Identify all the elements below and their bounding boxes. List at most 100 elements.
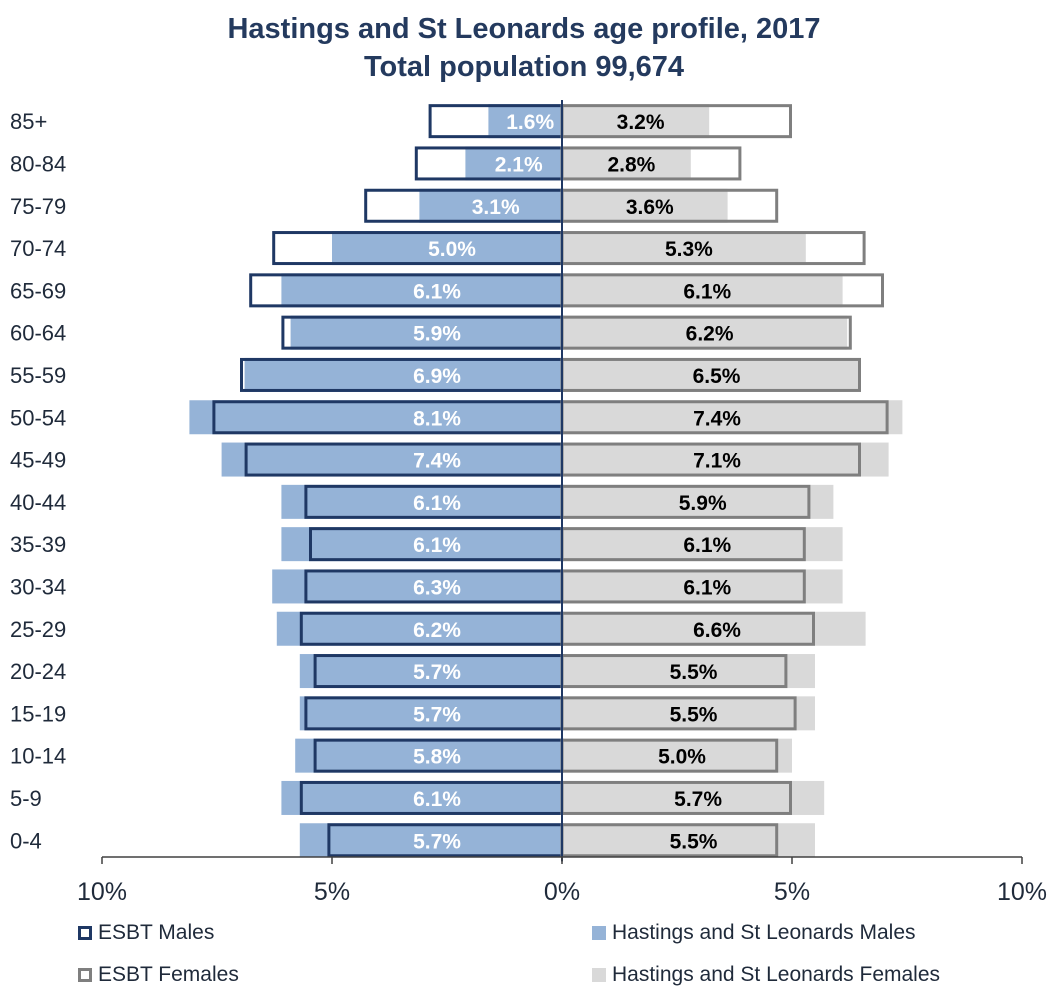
data-label-males-35-39: 6.1% — [413, 534, 461, 557]
bar-hsl-males-10-14 — [295, 738, 562, 773]
category-label-75-79: 75-79 — [10, 194, 66, 219]
x-tick-label: 5% — [774, 878, 810, 906]
data-label-females-80-84: 2.8% — [607, 153, 655, 176]
data-label-females-5-9: 5.7% — [674, 788, 722, 811]
data-label-males-75-79: 3.1% — [472, 196, 520, 219]
legend-item: ESBT Females — [78, 963, 239, 987]
bar-hsl-males-45-49 — [221, 442, 562, 477]
data-label-females-35-39: 6.1% — [683, 534, 731, 557]
bar-hsl-females-5-9 — [562, 780, 825, 815]
legend-swatch — [78, 968, 92, 982]
bar-hsl-males-0-4 — [299, 823, 562, 858]
legend-swatch — [592, 968, 606, 982]
data-label-females-0-4: 5.5% — [670, 830, 718, 853]
data-label-males-20-24: 5.7% — [413, 661, 461, 684]
category-label-40-44: 40-44 — [10, 490, 66, 515]
category-label-65-69: 65-69 — [10, 278, 66, 303]
data-label-females-50-54: 7.4% — [693, 407, 741, 430]
data-label-males-5-9: 6.1% — [413, 788, 461, 811]
bar-hsl-females-85+ — [562, 104, 710, 139]
data-label-males-25-29: 6.2% — [413, 619, 461, 642]
bar-hsl-males-75-79 — [419, 188, 562, 223]
category-label-50-54: 50-54 — [10, 405, 66, 430]
data-label-females-70-74: 5.3% — [665, 238, 713, 261]
category-label-35-39: 35-39 — [10, 532, 66, 557]
bar-hsl-females-15-19 — [562, 696, 815, 731]
legend-swatch — [592, 926, 606, 940]
bar-hsl-males-65-69 — [281, 273, 562, 308]
bar-hsl-females-65-69 — [562, 273, 843, 308]
bar-hsl-females-0-4 — [562, 823, 815, 858]
bar-hsl-females-50-54 — [562, 400, 903, 435]
bar-hsl-females-45-49 — [562, 442, 889, 477]
data-label-males-70-74: 5.0% — [428, 238, 476, 261]
data-label-females-20-24: 5.5% — [670, 661, 718, 684]
data-label-females-75-79: 3.6% — [626, 196, 674, 219]
legend-item: ESBT Males — [78, 921, 214, 945]
bar-hsl-males-60-64 — [290, 315, 562, 350]
legend-label: ESBT Males — [98, 921, 215, 944]
data-label-males-30-34: 6.3% — [413, 576, 461, 599]
bar-hsl-females-80-84 — [562, 146, 691, 181]
data-label-males-85+: 1.6% — [506, 111, 554, 134]
legend-item: Hastings and St Leonards Males — [592, 921, 916, 945]
bar-hsl-males-20-24 — [299, 654, 562, 689]
bar-hsl-females-30-34 — [562, 569, 843, 604]
data-label-males-65-69: 6.1% — [413, 280, 461, 303]
category-label-25-29: 25-29 — [10, 617, 66, 642]
data-label-females-10-14: 5.0% — [658, 746, 706, 769]
bar-hsl-males-25-29 — [276, 611, 562, 646]
legend-item: Hastings and St Leonards Females — [592, 963, 940, 987]
category-label-5-9: 5-9 — [10, 786, 42, 811]
legend-label: ESBT Females — [98, 963, 239, 986]
legend-label: Hastings and St Leonards Females — [612, 963, 941, 986]
data-label-males-80-84: 2.1% — [495, 153, 543, 176]
chart-title: Hastings and St Leonards age profile, 20… — [227, 13, 821, 45]
bar-hsl-males-40-44 — [281, 484, 562, 519]
bar-hsl-males-80-84 — [465, 146, 562, 181]
data-label-females-15-19: 5.5% — [670, 703, 718, 726]
category-label-30-34: 30-34 — [10, 574, 66, 599]
data-label-females-25-29: 6.6% — [693, 619, 741, 642]
category-label-15-19: 15-19 — [10, 701, 66, 726]
data-label-females-45-49: 7.1% — [693, 450, 741, 473]
category-label-80-84: 80-84 — [10, 151, 66, 176]
bar-hsl-females-35-39 — [562, 527, 843, 562]
category-label-85+: 85+ — [10, 109, 47, 134]
bar-hsl-males-15-19 — [299, 696, 562, 731]
x-tick-label: 10% — [77, 878, 127, 906]
bar-hsl-females-55-59 — [562, 357, 861, 392]
bar-hsl-females-20-24 — [562, 654, 815, 689]
bar-hsl-males-30-34 — [272, 569, 562, 604]
data-label-females-30-34: 6.1% — [683, 576, 731, 599]
data-label-males-50-54: 8.1% — [413, 407, 461, 430]
data-label-females-60-64: 6.2% — [686, 323, 734, 346]
chart-subtitle: Total population 99,674 — [363, 51, 685, 83]
bar-hsl-males-35-39 — [281, 527, 562, 562]
category-label-55-59: 55-59 — [10, 363, 66, 388]
data-label-males-0-4: 5.7% — [413, 830, 461, 853]
x-tick-label: 10% — [997, 878, 1047, 906]
data-label-females-85+: 3.2% — [617, 111, 665, 134]
bar-hsl-males-70-74 — [332, 231, 562, 266]
data-label-males-10-14: 5.8% — [413, 746, 461, 769]
data-label-males-45-49: 7.4% — [413, 450, 461, 473]
bar-hsl-females-10-14 — [562, 738, 792, 773]
bar-hsl-females-75-79 — [562, 188, 728, 223]
category-label-70-74: 70-74 — [10, 236, 66, 261]
bar-hsl-females-40-44 — [562, 484, 834, 519]
legend-swatch — [78, 926, 92, 940]
category-label-45-49: 45-49 — [10, 448, 66, 473]
bar-hsl-males-55-59 — [244, 357, 562, 392]
bar-hsl-males-5-9 — [281, 780, 562, 815]
bar-hsl-females-70-74 — [562, 231, 806, 266]
category-label-20-24: 20-24 — [10, 659, 66, 684]
data-label-females-65-69: 6.1% — [683, 280, 731, 303]
bar-hsl-males-85+ — [488, 104, 562, 139]
data-label-males-60-64: 5.9% — [413, 323, 461, 346]
category-label-60-64: 60-64 — [10, 321, 66, 346]
bar-hsl-males-50-54 — [189, 400, 562, 435]
category-label-10-14: 10-14 — [10, 744, 66, 769]
